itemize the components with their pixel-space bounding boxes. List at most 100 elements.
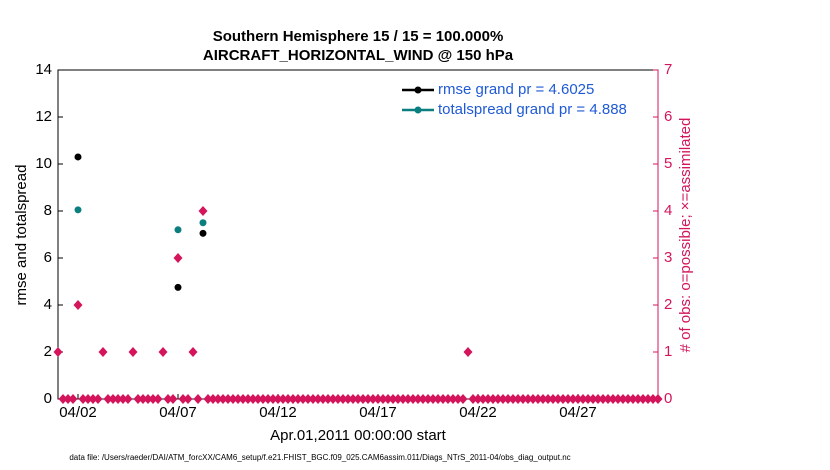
point xyxy=(174,283,182,291)
y-axis-label: rmse and totalspread xyxy=(13,165,30,306)
obs-marker xyxy=(418,394,428,404)
obs-marker xyxy=(73,300,83,310)
obs-marker xyxy=(298,394,308,404)
obs-marker xyxy=(533,394,543,404)
point xyxy=(74,153,82,161)
obs-marker xyxy=(313,394,323,404)
obs-marker xyxy=(283,394,293,404)
obs-marker xyxy=(148,394,158,404)
obs-marker xyxy=(528,394,538,404)
obs-marker xyxy=(583,394,593,404)
y-tick-label: 2 xyxy=(44,343,52,360)
x-tick-label: 04/27 xyxy=(559,404,597,421)
obs-marker xyxy=(473,394,483,404)
obs-marker xyxy=(513,394,523,404)
obs-marker xyxy=(308,394,318,404)
obs-marker xyxy=(328,394,338,404)
obs-marker xyxy=(458,394,468,404)
legend-marker xyxy=(414,86,422,94)
obs-marker xyxy=(118,394,128,404)
y2-tick-label: 2 xyxy=(664,296,672,313)
legend-marker xyxy=(414,106,422,114)
point xyxy=(174,226,182,234)
obs-marker xyxy=(98,347,108,357)
obs-marker xyxy=(143,394,153,404)
obs-marker xyxy=(553,394,563,404)
y-tick-label: 0 xyxy=(44,390,52,407)
obs-marker xyxy=(398,394,408,404)
y-tick-label: 12 xyxy=(35,108,52,125)
obs-marker xyxy=(623,394,633,404)
obs-marker xyxy=(238,394,248,404)
obs-marker xyxy=(493,394,503,404)
obs-marker xyxy=(278,394,288,404)
y-tick-label: 8 xyxy=(44,202,52,219)
y2-tick-label: 4 xyxy=(664,202,672,219)
obs-marker xyxy=(438,394,448,404)
obs-marker xyxy=(478,394,488,404)
point xyxy=(74,206,82,214)
obs-marker xyxy=(168,394,178,404)
obs-marker xyxy=(363,394,373,404)
obs-marker xyxy=(568,394,578,404)
obs-marker xyxy=(248,394,258,404)
obs-marker xyxy=(508,394,518,404)
obs-marker xyxy=(588,394,598,404)
obs-marker xyxy=(158,347,168,357)
obs-marker xyxy=(193,394,203,404)
obs-marker xyxy=(413,394,423,404)
x-axis-label: Apr.01,2011 00:00:00 start xyxy=(270,427,447,444)
obs-marker xyxy=(333,394,343,404)
obs-marker xyxy=(243,394,253,404)
obs-marker xyxy=(258,394,268,404)
obs-marker xyxy=(293,394,303,404)
obs-marker xyxy=(318,394,328,404)
obs-marker xyxy=(393,394,403,404)
obs-marker xyxy=(223,394,233,404)
chart-title: Southern Hemisphere 15 / 15 = 100.000% xyxy=(213,28,504,45)
obs-marker xyxy=(373,394,383,404)
obs-marker xyxy=(53,347,63,357)
obs-marker xyxy=(428,394,438,404)
obs-marker xyxy=(378,394,388,404)
obs-marker xyxy=(648,394,658,404)
obs-marker xyxy=(123,394,133,404)
obs-marker xyxy=(63,394,73,404)
obs-marker xyxy=(288,394,298,404)
obs-marker xyxy=(183,394,193,404)
obs-marker xyxy=(503,394,513,404)
obs-marker xyxy=(388,394,398,404)
obs-marker xyxy=(468,394,478,404)
obs-marker xyxy=(613,394,623,404)
obs-marker xyxy=(93,394,103,404)
obs-marker xyxy=(618,394,628,404)
obs-marker xyxy=(343,394,353,404)
obs-marker xyxy=(173,253,183,263)
obs-marker xyxy=(593,394,603,404)
obs-marker xyxy=(453,394,463,404)
obs-marker xyxy=(563,394,573,404)
obs-marker xyxy=(573,394,583,404)
x-tick-label: 04/02 xyxy=(59,404,97,421)
obs-marker xyxy=(448,394,458,404)
obs-marker xyxy=(633,394,643,404)
point xyxy=(199,229,207,237)
obs-marker xyxy=(483,394,493,404)
y-tick-label: 4 xyxy=(44,296,52,313)
obs-marker xyxy=(268,394,278,404)
y-tick-label: 14 xyxy=(35,61,52,78)
obs-marker xyxy=(198,206,208,216)
y2-tick-label: 1 xyxy=(664,343,672,360)
obs-marker xyxy=(58,394,68,404)
obs-marker xyxy=(208,394,218,404)
obs-marker xyxy=(423,394,433,404)
obs-marker xyxy=(178,394,188,404)
obs-marker xyxy=(78,394,88,404)
y2-axis-label: # of obs: o=possible; ×=assimilated xyxy=(677,118,694,353)
y2-tick-label: 0 xyxy=(664,390,672,407)
obs-marker xyxy=(463,347,473,357)
x-tick-label: 04/12 xyxy=(259,404,297,421)
chart-subtitle: AIRCRAFT_HORIZONTAL_WIND @ 150 hPa xyxy=(203,47,514,64)
obs-marker xyxy=(578,394,588,404)
